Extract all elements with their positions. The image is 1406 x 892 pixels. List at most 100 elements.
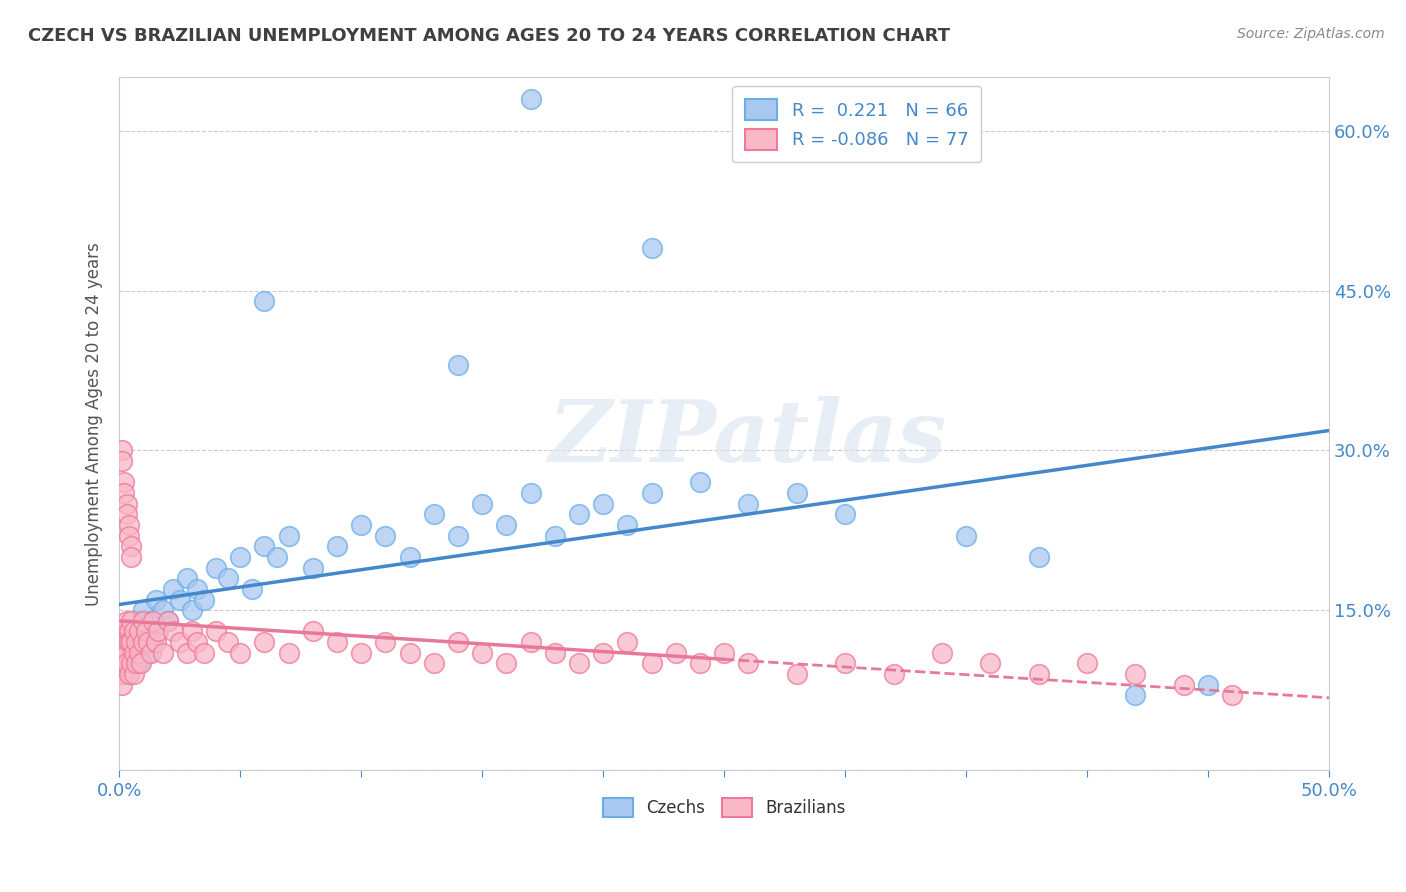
Point: [1173, 678, 1195, 692]
Point: [301, 560, 323, 574]
Text: CZECH VS BRAZILIAN UNEMPLOYMENT AMONG AGES 20 TO 24 YEARS CORRELATION CHART: CZECH VS BRAZILIAN UNEMPLOYMENT AMONG AG…: [28, 27, 950, 45]
Y-axis label: Unemployment Among Ages 20 to 24 years: Unemployment Among Ages 20 to 24 years: [86, 242, 103, 606]
Point: [146, 624, 169, 639]
Point: [120, 549, 142, 564]
Point: [111, 667, 134, 681]
Point: [132, 603, 155, 617]
Text: ZIPatlas: ZIPatlas: [550, 396, 948, 479]
Point: [1197, 678, 1219, 692]
Point: [111, 454, 134, 468]
Point: [111, 635, 134, 649]
Point: [115, 508, 138, 522]
Point: [128, 624, 150, 639]
Point: [122, 667, 145, 681]
Point: [882, 667, 904, 681]
Point: [111, 667, 134, 681]
Point: [689, 657, 711, 671]
Point: [115, 624, 138, 639]
Point: [118, 528, 141, 542]
Point: [125, 657, 148, 671]
Point: [253, 635, 276, 649]
Point: [568, 508, 591, 522]
Point: [374, 635, 396, 649]
Point: [423, 657, 446, 671]
Point: [786, 667, 808, 681]
Point: [156, 614, 179, 628]
Point: [326, 539, 349, 553]
Point: [115, 657, 138, 671]
Point: [834, 508, 856, 522]
Point: [423, 508, 446, 522]
Point: [229, 646, 252, 660]
Point: [128, 614, 150, 628]
Point: [217, 571, 239, 585]
Point: [111, 646, 134, 660]
Point: [169, 635, 191, 649]
Point: [145, 592, 167, 607]
Point: [301, 624, 323, 639]
Point: [713, 646, 735, 660]
Point: [120, 539, 142, 553]
Point: [1028, 667, 1050, 681]
Point: [120, 646, 142, 660]
Point: [186, 582, 208, 596]
Point: [592, 497, 614, 511]
Point: [115, 614, 138, 628]
Point: [834, 657, 856, 671]
Point: [955, 528, 977, 542]
Point: [737, 497, 759, 511]
Point: [132, 635, 155, 649]
Point: [616, 517, 638, 532]
Legend: Czechs, Brazilians: Czechs, Brazilians: [596, 791, 852, 824]
Point: [139, 646, 162, 660]
Point: [135, 624, 157, 639]
Point: [471, 646, 494, 660]
Point: [205, 624, 228, 639]
Point: [128, 646, 150, 660]
Point: [398, 646, 420, 660]
Point: [180, 603, 202, 617]
Point: [786, 486, 808, 500]
Point: [118, 624, 141, 639]
Point: [122, 646, 145, 660]
Point: [253, 294, 276, 309]
Point: [129, 624, 152, 639]
Point: [152, 603, 174, 617]
Point: [544, 528, 567, 542]
Point: [519, 635, 541, 649]
Point: [122, 657, 145, 671]
Point: [152, 646, 174, 660]
Point: [326, 635, 349, 649]
Point: [931, 646, 953, 660]
Point: [112, 624, 135, 639]
Point: [115, 635, 138, 649]
Point: [136, 635, 159, 649]
Point: [142, 614, 165, 628]
Point: [471, 497, 494, 511]
Point: [111, 657, 134, 671]
Point: [447, 528, 470, 542]
Point: [169, 592, 191, 607]
Point: [115, 646, 138, 660]
Point: [193, 646, 215, 660]
Text: Source: ZipAtlas.com: Source: ZipAtlas.com: [1237, 27, 1385, 41]
Point: [118, 635, 141, 649]
Point: [568, 657, 591, 671]
Point: [142, 635, 165, 649]
Point: [162, 624, 184, 639]
Point: [689, 475, 711, 490]
Point: [111, 657, 134, 671]
Point: [111, 635, 134, 649]
Point: [592, 646, 614, 660]
Point: [495, 657, 517, 671]
Point: [145, 635, 167, 649]
Point: [350, 646, 373, 660]
Point: [112, 635, 135, 649]
Point: [447, 635, 470, 649]
Point: [112, 475, 135, 490]
Point: [176, 646, 198, 660]
Point: [162, 582, 184, 596]
Point: [186, 635, 208, 649]
Point: [128, 657, 150, 671]
Point: [640, 241, 662, 255]
